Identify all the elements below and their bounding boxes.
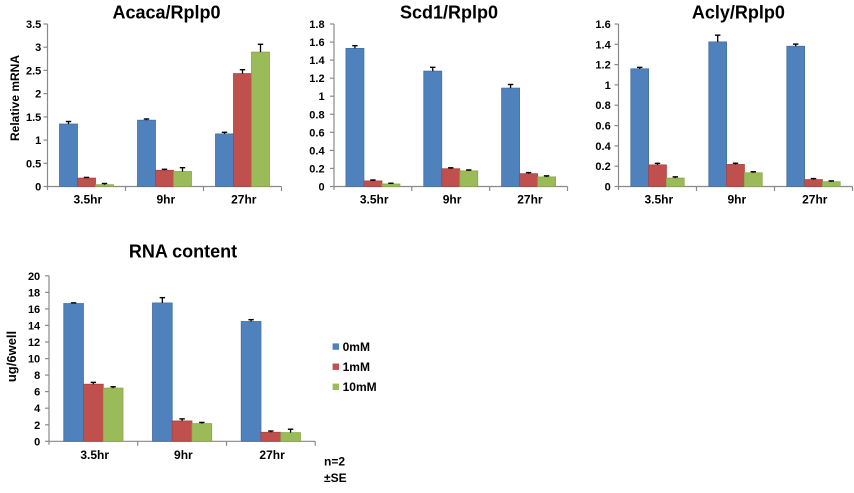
svg-text:1.4: 1.4 [595, 39, 611, 51]
svg-text:0: 0 [318, 182, 324, 194]
svg-text:0mM: 0mM [343, 340, 370, 354]
svg-text:0.2: 0.2 [309, 163, 324, 175]
svg-text:3.5hr: 3.5hr [360, 192, 389, 206]
svg-text:Scd1/Rplp0: Scd1/Rplp0 [400, 2, 498, 22]
svg-text:±SE: ±SE [324, 471, 347, 485]
svg-text:27hr: 27hr [259, 448, 285, 462]
svg-text:1: 1 [35, 135, 41, 147]
svg-text:0.6: 0.6 [595, 121, 610, 133]
svg-text:1.4: 1.4 [309, 55, 325, 67]
svg-text:1.2: 1.2 [595, 60, 610, 72]
svg-text:3.5hr: 3.5hr [73, 192, 102, 206]
svg-text:9hr: 9hr [727, 192, 746, 206]
svg-text:1.5: 1.5 [26, 112, 41, 124]
svg-text:1.2: 1.2 [309, 73, 324, 85]
svg-text:1.6: 1.6 [595, 19, 610, 31]
svg-text:20: 20 [28, 271, 40, 283]
svg-text:16: 16 [28, 304, 40, 316]
svg-text:1: 1 [318, 91, 324, 103]
svg-text:Acly/Rplp0: Acly/Rplp0 [692, 2, 785, 22]
svg-text:3.5: 3.5 [26, 19, 41, 31]
svg-text:RNA content: RNA content [129, 242, 237, 262]
svg-text:1: 1 [605, 80, 611, 92]
svg-text:8: 8 [34, 370, 40, 382]
svg-text:4: 4 [34, 403, 41, 415]
svg-text:0.4: 0.4 [309, 145, 325, 157]
svg-text:1mM: 1mM [343, 360, 370, 374]
svg-text:0.4: 0.4 [595, 141, 611, 153]
svg-text:ug/6well: ug/6well [4, 331, 19, 382]
svg-text:9hr: 9hr [443, 192, 462, 206]
svg-text:9hr: 9hr [156, 192, 175, 206]
svg-text:Relative mRNA: Relative mRNA [8, 55, 22, 141]
svg-text:Acaca/Rplp0: Acaca/Rplp0 [112, 2, 220, 22]
svg-text:2.5: 2.5 [26, 65, 41, 77]
svg-text:10: 10 [28, 354, 40, 366]
svg-text:0.8: 0.8 [309, 109, 324, 121]
svg-text:10mM: 10mM [343, 380, 377, 394]
svg-text:27hr: 27hr [802, 192, 828, 206]
svg-text:0: 0 [34, 436, 40, 448]
svg-text:0.6: 0.6 [309, 127, 324, 139]
svg-text:2: 2 [35, 89, 41, 101]
svg-text:1.8: 1.8 [309, 19, 324, 31]
svg-text:12: 12 [28, 337, 40, 349]
svg-text:0.2: 0.2 [595, 161, 610, 173]
svg-text:14: 14 [28, 320, 41, 332]
svg-text:2: 2 [34, 420, 40, 432]
svg-text:0.5: 0.5 [26, 158, 41, 170]
svg-text:3.5hr: 3.5hr [80, 448, 109, 462]
svg-text:0: 0 [605, 182, 611, 194]
svg-text:0.8: 0.8 [595, 100, 610, 112]
svg-text:18: 18 [28, 287, 40, 299]
svg-text:6: 6 [34, 387, 40, 399]
svg-text:27hr: 27hr [231, 192, 257, 206]
svg-text:9hr: 9hr [174, 448, 193, 462]
svg-text:1.6: 1.6 [309, 37, 324, 49]
svg-text:n=2: n=2 [324, 454, 345, 468]
svg-text:3.5hr: 3.5hr [644, 192, 673, 206]
svg-text:3: 3 [35, 42, 41, 54]
svg-text:27hr: 27hr [517, 192, 543, 206]
svg-text:0: 0 [35, 182, 41, 194]
